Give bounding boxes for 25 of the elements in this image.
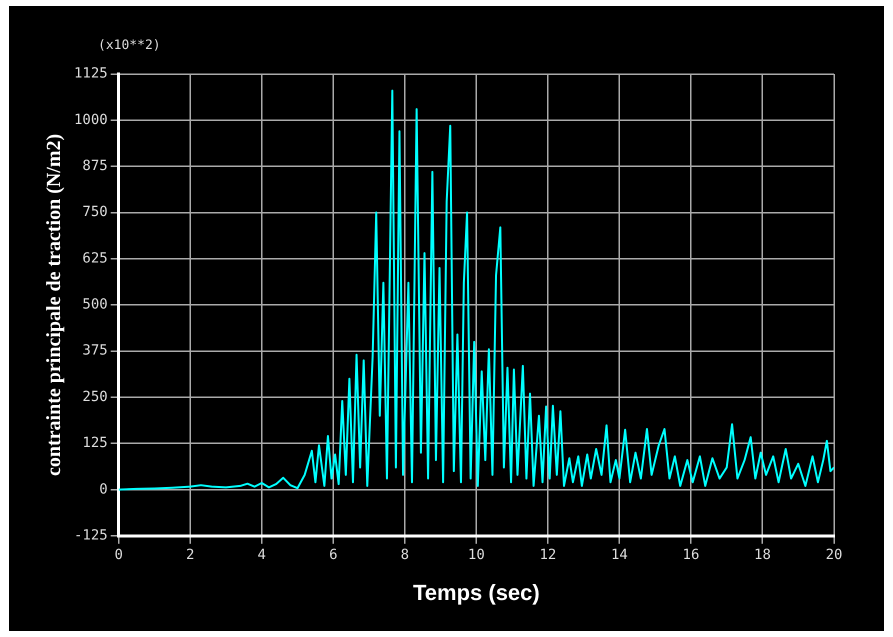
y-tick-label: 750 bbox=[82, 204, 108, 220]
y-tick-label: 125 bbox=[82, 435, 108, 452]
y-tick-label: 625 bbox=[82, 250, 108, 266]
x-tick-label: 10 bbox=[468, 546, 485, 563]
x-tick-label: 20 bbox=[826, 546, 842, 563]
x-tick-label: 12 bbox=[539, 546, 556, 563]
y-tick-label: 250 bbox=[82, 388, 108, 405]
text: (x10**2) bbox=[98, 38, 161, 53]
x-axis-title: Temps (sec) bbox=[412, 580, 540, 605]
x-tick-label: 0 bbox=[114, 546, 123, 563]
x-tick-label: 16 bbox=[682, 546, 700, 563]
x-tick-label: 6 bbox=[329, 546, 338, 563]
y-tick-label: 0 bbox=[99, 481, 108, 498]
x-tick-label: 2 bbox=[186, 546, 194, 563]
x-tick-label: 14 bbox=[610, 546, 628, 563]
y-tick-label: 375 bbox=[82, 342, 108, 359]
y-tick-label: 1125 bbox=[74, 66, 108, 82]
y-tick-label: 1000 bbox=[74, 112, 108, 128]
y-tick-label: -125 bbox=[74, 527, 108, 544]
x-tick-label: 18 bbox=[754, 546, 771, 563]
y-tick-label: 875 bbox=[82, 158, 108, 174]
x-tick-label: 8 bbox=[400, 546, 410, 563]
x-tick-label: 4 bbox=[258, 546, 266, 563]
y-axis-title: contrainte principale de traction (N/m2) bbox=[43, 134, 66, 476]
y-tick-label: 500 bbox=[82, 296, 108, 313]
